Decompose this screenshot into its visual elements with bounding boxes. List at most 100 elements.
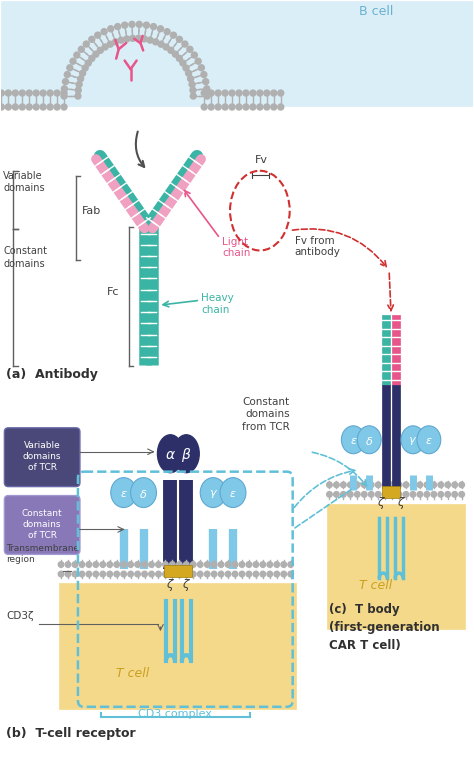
Circle shape bbox=[243, 104, 249, 110]
Circle shape bbox=[114, 562, 119, 567]
Circle shape bbox=[79, 572, 85, 577]
Circle shape bbox=[347, 491, 353, 497]
Circle shape bbox=[62, 86, 67, 92]
Circle shape bbox=[438, 491, 444, 497]
Circle shape bbox=[168, 48, 174, 53]
Circle shape bbox=[121, 572, 127, 577]
Circle shape bbox=[171, 33, 176, 38]
Circle shape bbox=[63, 79, 68, 85]
Circle shape bbox=[204, 93, 210, 99]
Circle shape bbox=[107, 41, 113, 47]
Circle shape bbox=[144, 22, 149, 28]
Bar bbox=[1, 2, 473, 106]
Circle shape bbox=[445, 491, 451, 497]
Circle shape bbox=[19, 90, 25, 96]
Circle shape bbox=[5, 90, 11, 96]
Circle shape bbox=[396, 482, 402, 488]
Circle shape bbox=[341, 491, 346, 497]
Text: $\zeta$: $\zeta$ bbox=[166, 577, 175, 593]
Bar bbox=[382, 485, 400, 497]
Circle shape bbox=[246, 562, 252, 567]
Circle shape bbox=[107, 572, 112, 577]
Circle shape bbox=[334, 491, 339, 497]
Ellipse shape bbox=[111, 478, 137, 507]
Ellipse shape bbox=[131, 478, 156, 507]
Circle shape bbox=[222, 90, 228, 96]
Circle shape bbox=[79, 562, 85, 567]
Circle shape bbox=[72, 572, 78, 577]
Text: Light
chain: Light chain bbox=[222, 236, 250, 258]
Circle shape bbox=[257, 90, 263, 96]
Ellipse shape bbox=[200, 478, 226, 507]
Text: Fv: Fv bbox=[255, 154, 268, 165]
Circle shape bbox=[260, 572, 265, 577]
Circle shape bbox=[211, 562, 217, 567]
FancyArrowPatch shape bbox=[294, 469, 355, 507]
Circle shape bbox=[225, 562, 231, 567]
Circle shape bbox=[190, 87, 196, 93]
Text: T cell: T cell bbox=[359, 579, 392, 592]
Circle shape bbox=[114, 572, 119, 577]
Circle shape bbox=[33, 104, 39, 110]
Circle shape bbox=[12, 104, 18, 110]
Circle shape bbox=[188, 76, 193, 82]
Circle shape bbox=[76, 82, 82, 87]
Circle shape bbox=[281, 572, 286, 577]
Text: $\zeta$: $\zeta$ bbox=[182, 577, 191, 593]
Circle shape bbox=[190, 93, 196, 99]
Circle shape bbox=[107, 562, 112, 567]
Circle shape bbox=[101, 29, 107, 35]
Circle shape bbox=[253, 572, 259, 577]
Circle shape bbox=[129, 21, 135, 27]
Circle shape bbox=[82, 65, 88, 71]
Circle shape bbox=[102, 44, 108, 50]
Text: Fc: Fc bbox=[107, 288, 119, 298]
Circle shape bbox=[236, 104, 242, 110]
Circle shape bbox=[155, 572, 161, 577]
Circle shape bbox=[163, 572, 168, 577]
Circle shape bbox=[97, 48, 103, 53]
Circle shape bbox=[191, 562, 196, 567]
Text: $\gamma$: $\gamma$ bbox=[409, 435, 418, 447]
Circle shape bbox=[61, 93, 67, 99]
Circle shape bbox=[452, 482, 457, 488]
Text: $\varepsilon$: $\varepsilon$ bbox=[229, 488, 237, 499]
Circle shape bbox=[128, 562, 133, 567]
Circle shape bbox=[113, 39, 118, 45]
Circle shape bbox=[288, 562, 293, 567]
Circle shape bbox=[274, 572, 280, 577]
Circle shape bbox=[118, 37, 124, 43]
Circle shape bbox=[78, 46, 84, 52]
Circle shape bbox=[355, 482, 360, 488]
Text: (a)  Antibody: (a) Antibody bbox=[6, 368, 98, 381]
Circle shape bbox=[271, 104, 277, 110]
Circle shape bbox=[243, 90, 249, 96]
Circle shape bbox=[459, 491, 465, 497]
Bar bbox=[164, 565, 192, 578]
Bar bbox=[328, 503, 465, 629]
Circle shape bbox=[208, 90, 214, 96]
Circle shape bbox=[100, 562, 106, 567]
FancyArrowPatch shape bbox=[295, 488, 353, 528]
Circle shape bbox=[100, 572, 106, 577]
Circle shape bbox=[383, 482, 388, 488]
Text: Fv from
antibody: Fv from antibody bbox=[295, 236, 340, 257]
Circle shape bbox=[260, 562, 265, 567]
Circle shape bbox=[75, 93, 81, 99]
Circle shape bbox=[12, 90, 18, 96]
Circle shape bbox=[180, 60, 186, 66]
Circle shape bbox=[170, 562, 175, 567]
Circle shape bbox=[108, 26, 114, 32]
Circle shape bbox=[54, 104, 60, 110]
Circle shape bbox=[201, 72, 207, 77]
Circle shape bbox=[163, 562, 168, 567]
Circle shape bbox=[208, 104, 214, 110]
Circle shape bbox=[219, 562, 224, 567]
Ellipse shape bbox=[357, 426, 381, 453]
Circle shape bbox=[155, 562, 161, 567]
Circle shape bbox=[86, 562, 91, 567]
FancyArrowPatch shape bbox=[292, 229, 386, 266]
Circle shape bbox=[229, 104, 235, 110]
Circle shape bbox=[47, 104, 53, 110]
Text: Constant
domains
of TCR: Constant domains of TCR bbox=[22, 509, 63, 540]
